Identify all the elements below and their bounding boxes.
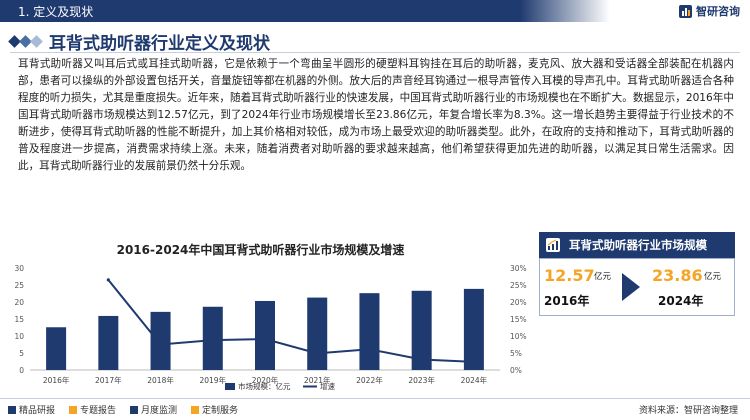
bar xyxy=(307,297,328,370)
end-unit: 亿元 xyxy=(704,272,722,282)
arrow-right-icon xyxy=(622,273,640,301)
growth-point xyxy=(315,351,319,355)
bar xyxy=(359,293,380,370)
bar xyxy=(411,290,432,370)
footer-item-label: 定制服务 xyxy=(202,406,239,416)
footer: 精品研报 专题报告 月度监测 定制服务 资料来源：智研咨询整理 xyxy=(0,403,750,420)
footer-item-label: 专题报告 xyxy=(80,406,117,416)
bar xyxy=(150,311,171,370)
footer-item-label: 精品研报 xyxy=(19,406,56,416)
growth-point xyxy=(211,338,215,342)
bar xyxy=(463,288,484,370)
diamond-3 xyxy=(30,35,43,48)
legend-bar-swatch xyxy=(225,383,235,390)
footer-item[interactable]: 专题报告 xyxy=(69,403,116,416)
brand-name: 智研咨询 xyxy=(696,5,740,18)
market-size-chart: 30 25 20 15 10 5 0 30% 25% 20% 15% 10% 5% 0% 2016年 2017… xyxy=(14,264,527,391)
footer-item[interactable]: 月度监测 xyxy=(130,403,177,416)
right-tick-label: 30% xyxy=(510,264,527,273)
bar xyxy=(255,300,275,370)
x-tick-label: 2024年 xyxy=(461,375,488,385)
right-tick-label: 25% xyxy=(510,281,527,290)
start-year: 2016年 xyxy=(544,294,590,308)
end-year: 2024年 xyxy=(658,294,704,308)
square-bullet-icon xyxy=(69,405,78,414)
chart-growth-icon xyxy=(546,238,560,252)
left-tick-label: 15 xyxy=(14,315,24,324)
x-tick-label: 2017年 xyxy=(95,375,122,385)
bar xyxy=(46,327,67,370)
panel-body: 12.57 亿元 2016年 23.86 亿元 2024年 xyxy=(539,258,735,316)
footer-item[interactable]: 定制服务 xyxy=(191,403,238,416)
page-title: 耳背式助听器行业定义及现状 xyxy=(49,34,270,54)
bar xyxy=(98,315,119,370)
left-tick-label: 20 xyxy=(14,298,24,307)
footer-divider xyxy=(0,398,750,399)
start-value: 12.57 xyxy=(544,266,595,285)
intro-paragraph: 耳背式助听器又叫耳后式或耳挂式助听器，它是依赖于一个弯曲呈半圆形的硬塑料耳钩挂在… xyxy=(18,58,734,172)
footer-item[interactable]: 精品研报 xyxy=(8,403,55,416)
footer-links: 精品研报 专题报告 月度监测 定制服务 xyxy=(8,403,238,416)
x-tick-label: 2018年 xyxy=(147,375,174,385)
right-tick-label: 20% xyxy=(510,298,527,307)
square-bullet-icon xyxy=(130,405,139,414)
brand-logo-icon xyxy=(679,4,692,18)
left-tick-label: 25 xyxy=(14,281,24,290)
growth-point xyxy=(367,347,372,351)
top-bar-background xyxy=(0,0,560,22)
top-bar-fade xyxy=(520,0,610,22)
growth-point xyxy=(106,278,110,282)
panel-title: 耳背式助听器行业市场规模 xyxy=(569,238,707,252)
square-bullet-icon xyxy=(191,405,200,414)
right-tick-label: 0% xyxy=(510,366,522,375)
growth-line xyxy=(107,279,474,363)
right-tick-label: 5% xyxy=(510,349,522,358)
growth-point xyxy=(158,342,163,347)
page-heading: 耳背式助听器行业定义及现状 xyxy=(8,29,270,54)
diamond-decoration-icon xyxy=(8,35,43,48)
source-note: 资料来源：智研咨询整理 xyxy=(638,406,738,416)
chart-title: 2016-2024年中国耳背式助听器行业市场规模及增速 xyxy=(116,243,405,257)
x-tick-label: 2019年 xyxy=(199,375,226,385)
end-value: 23.86 xyxy=(652,266,703,285)
growth-point xyxy=(472,360,476,364)
heading-divider xyxy=(10,52,740,53)
growth-point xyxy=(420,357,424,362)
panel-header: 耳背式助听器行业市场规模 xyxy=(539,232,735,258)
brand-logo: 智研咨询 xyxy=(678,3,740,19)
market-size-panel: 耳背式助听器行业市场规模 12.57 亿元 2016年 23.86 亿元 202… xyxy=(539,232,735,316)
x-tick-label: 2023年 xyxy=(408,375,435,385)
start-unit: 亿元 xyxy=(594,272,612,282)
left-tick-label: 30 xyxy=(14,264,24,273)
right-tick-label: 10% xyxy=(510,332,527,341)
left-tick-label: 5 xyxy=(19,349,24,358)
legend-line-label: 增速 xyxy=(320,381,335,391)
x-tick-label: 2022年 xyxy=(356,375,383,385)
x-tick-label: 2020年 xyxy=(252,375,279,385)
section-title: 1. 定义及现状 xyxy=(18,5,94,19)
right-tick-label: 15% xyxy=(510,315,527,324)
left-tick-label: 0 xyxy=(19,366,24,375)
footer-item-label: 月度监测 xyxy=(141,406,178,416)
top-bar: 1. 定义及现状 智研咨询 xyxy=(0,0,750,22)
x-tick-label: 2021年 xyxy=(304,375,331,385)
x-tick-label: 2016年 xyxy=(43,375,70,385)
growth-point xyxy=(263,337,267,341)
left-tick-label: 10 xyxy=(14,332,24,341)
bar xyxy=(202,306,223,370)
legend-bar-label: 市场规模：亿元 xyxy=(238,381,291,391)
square-bullet-icon xyxy=(8,405,16,414)
